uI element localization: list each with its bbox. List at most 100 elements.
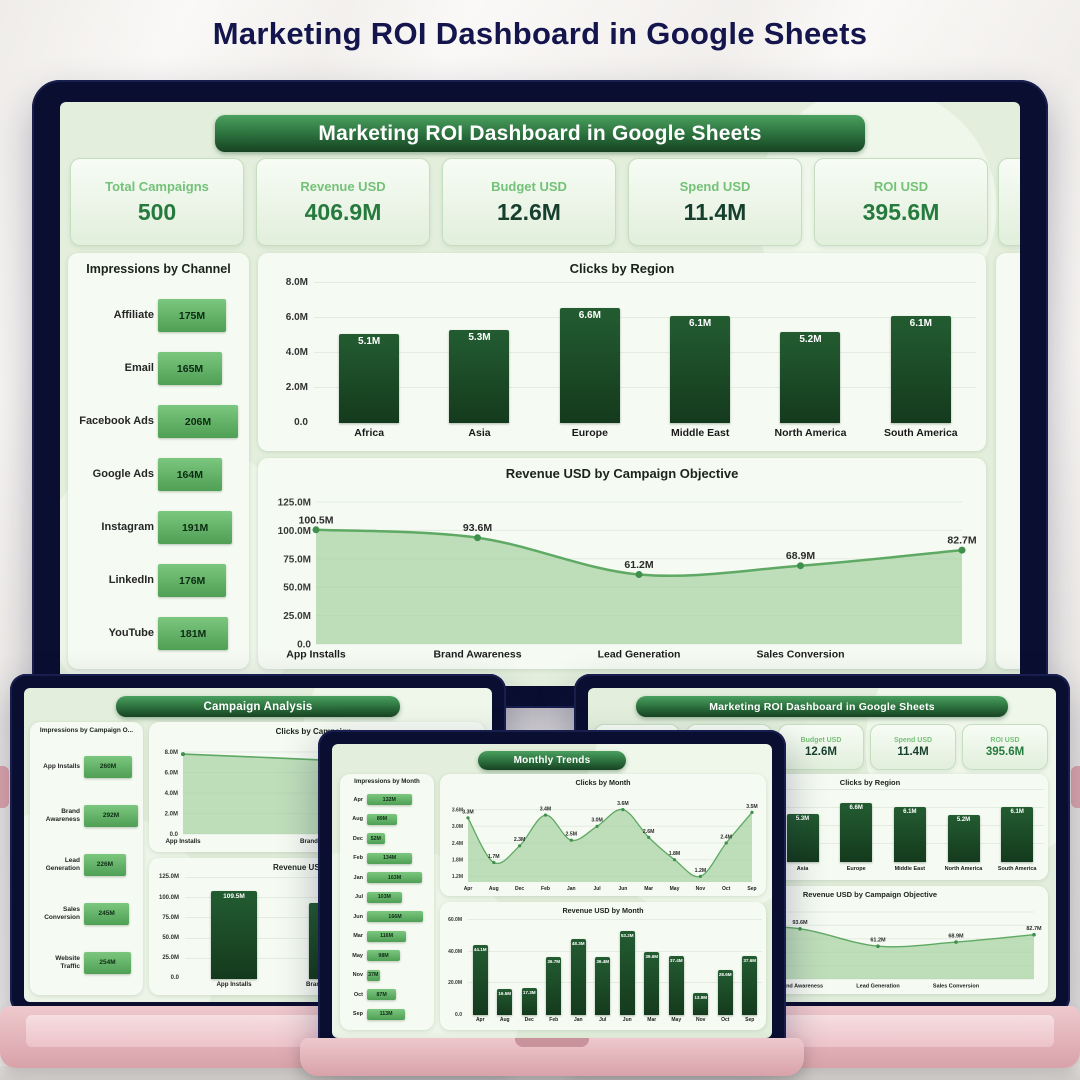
svg-text:Jul: Jul <box>593 886 601 892</box>
bar: 109.5M <box>211 890 257 979</box>
bar: 6.6M <box>559 307 620 423</box>
y-axis: 0.0 20.0M 40.0M 60.0M <box>448 917 462 1018</box>
panel-title: Revenue USD by Can... <box>272 863 362 872</box>
hbar-label: Jan <box>353 874 363 881</box>
hbar-bar: 191M <box>158 511 233 544</box>
svg-text:Sales Conversion: Sales Conversion <box>756 649 844 661</box>
bar-slot: 28.6M Oct <box>713 920 738 1024</box>
bar-slot: 6.1M Middle East <box>883 790 937 876</box>
bar-slot: 6.1M Middle East <box>645 283 755 443</box>
svg-text:Mar: Mar <box>644 886 653 892</box>
hbar-row: Email 165M <box>74 342 245 395</box>
hbar-row: Google Ads 164M <box>74 448 245 501</box>
monthly-trends-banner: Monthly Trends <box>478 751 626 770</box>
bar-slot: 109.5M App Installs <box>185 878 283 990</box>
panel-revenue-by-month: Revenue USD by Month 0.0 20.0M 40.0M 60.0M 4… <box>440 902 766 1030</box>
bar-slot: 36.4M Jul <box>591 920 616 1024</box>
x-label: Oct <box>721 1016 730 1023</box>
x-label: Dec <box>524 1016 534 1023</box>
svg-text:82.7M: 82.7M <box>947 535 976 547</box>
bar-slot: 6.1M South America <box>990 790 1044 876</box>
left-banner-text: Campaign Analysis <box>203 700 313 713</box>
hbar-bar: 87M <box>367 989 397 1001</box>
hbar-row: Jan 163M <box>343 868 432 888</box>
svg-text:61.2M: 61.2M <box>870 937 886 943</box>
bar: 37.4M <box>668 955 684 1015</box>
center-banner-text: Monthly Trends <box>513 755 591 766</box>
y-axis: 0.0 25.0M 50.0M 75.0M 100.0M 125.0M <box>158 874 179 982</box>
clicks-by-region-chart: 0.0 2.0M 4.0M 6.0M 8.0M 5.1M Africa 5.3M Asia 6.6… <box>268 277 976 443</box>
hbar-label: LinkedIn <box>108 574 154 587</box>
hbar-label: Feb <box>353 855 363 862</box>
bar-slot: 37.4M May <box>664 920 689 1024</box>
bar: 13.9M <box>693 993 709 1015</box>
panel-clicks-by-region: Clicks by Region 0.0 2.0M 4.0M 6.0M 8.0M 5.1M… <box>258 253 986 451</box>
bar-slot: 16.5M Aug <box>493 920 518 1024</box>
svg-text:App Installs: App Installs <box>165 838 201 845</box>
bar: 53.2M <box>619 930 635 1015</box>
panel-title: Clicks by Region <box>839 778 901 787</box>
hbar-label: Oct <box>353 991 363 998</box>
panel-title: Revenue USD by Month <box>562 906 644 915</box>
hbar-bar: 163M <box>367 872 422 884</box>
mini-kpi-spend-usd: Spend USD 11.4M <box>870 724 956 770</box>
svg-text:2.5M: 2.5M <box>566 832 578 838</box>
hbar-row: App Installs 260M <box>34 742 140 791</box>
svg-text:May: May <box>670 886 680 892</box>
svg-text:App Installs: App Installs <box>286 649 346 661</box>
hbar-label: Jul <box>355 894 363 901</box>
kpi-value: 406.9M <box>304 198 382 225</box>
svg-text:3.3M: 3.3M <box>462 809 474 815</box>
bar-slot: 6.6M Europe <box>535 283 645 443</box>
svg-text:25.0M: 25.0M <box>283 611 311 622</box>
svg-text:68.9M: 68.9M <box>948 933 964 939</box>
svg-text:Sales Conversion: Sales Conversion <box>933 984 980 990</box>
svg-text:93.6M: 93.6M <box>792 920 808 926</box>
svg-text:Nov: Nov <box>696 886 706 892</box>
hbar-bar: 113M <box>367 1008 406 1020</box>
bar: 28.6M <box>717 969 733 1015</box>
main-dashboard-screen: Marketing ROI Dashboard in Google Sheets… <box>60 102 1020 686</box>
hbar-bar: 176M <box>158 564 227 597</box>
bar: 5.1M <box>339 333 400 423</box>
x-label: May <box>671 1016 682 1023</box>
kpi-value: 12.6M <box>805 745 837 758</box>
kpi-value: 500 <box>137 198 177 225</box>
hbar-bar: 226M <box>84 853 126 876</box>
partial-panel-sliver <box>996 253 1020 669</box>
panel-title: Impressions by Channel <box>86 262 231 276</box>
revenue-by-month-chart: 0.0 20.0M 40.0M 60.0M 44.1M Apr 16.5M Aug 17.3M D… <box>444 917 762 1024</box>
mini-kpi-roi-usd: ROI USD 395.6M <box>962 724 1048 770</box>
svg-text:Dec: Dec <box>515 886 524 892</box>
hbar-label: App Installs <box>43 762 80 770</box>
plot-area: 5.1M Africa 5.3M Asia 6.6M Europe 6.1M Middle E… <box>314 282 976 443</box>
hbar-label: YouTube <box>108 627 154 640</box>
kpi-label: Total Campaigns <box>105 178 209 194</box>
svg-text:3.0M: 3.0M <box>591 818 603 824</box>
bar: 6.6M <box>840 802 873 862</box>
kpi-label: Revenue USD <box>300 178 386 194</box>
hbar-row: Nov 37M <box>343 966 432 986</box>
kpi-revenue-usd: Revenue USD 406.9M <box>256 158 430 246</box>
hbar-label: May <box>352 952 363 959</box>
svg-text:Brand Awareness: Brand Awareness <box>777 984 823 990</box>
kpi-roi-usd: ROI USD 395.6M <box>814 158 988 246</box>
bar: 6.1M <box>890 316 951 423</box>
hbar-row: YouTube 181M <box>74 607 245 660</box>
hbar-row: Facebook Ads 206M <box>74 395 245 448</box>
hbar-bar: 116M <box>367 930 407 942</box>
svg-text:Brand Awareness: Brand Awareness <box>433 649 521 661</box>
panel-title: Clicks by Region <box>569 261 675 276</box>
panel-impressions-by-campaign-objective: Impressions by Campaign O... App Install… <box>30 722 143 995</box>
hbar-row: Jun 166M <box>343 907 432 927</box>
hbar-bar: 89M <box>367 813 397 825</box>
hbar-bar: 98M <box>367 950 401 962</box>
impressions-by-month-chart: Apr 132M Aug 89M Dec 52M Feb 134M Jan 163M Jul 103M… <box>343 790 432 1024</box>
hbar-bar: 260M <box>84 755 133 778</box>
bar: 48.3M <box>570 938 586 1015</box>
bar: 5.2M <box>780 332 841 423</box>
svg-text:3.5M: 3.5M <box>746 804 758 810</box>
hbar-bar: 52M <box>367 833 385 845</box>
svg-text:3.4M: 3.4M <box>540 807 552 813</box>
svg-text:Oct: Oct <box>722 886 731 892</box>
